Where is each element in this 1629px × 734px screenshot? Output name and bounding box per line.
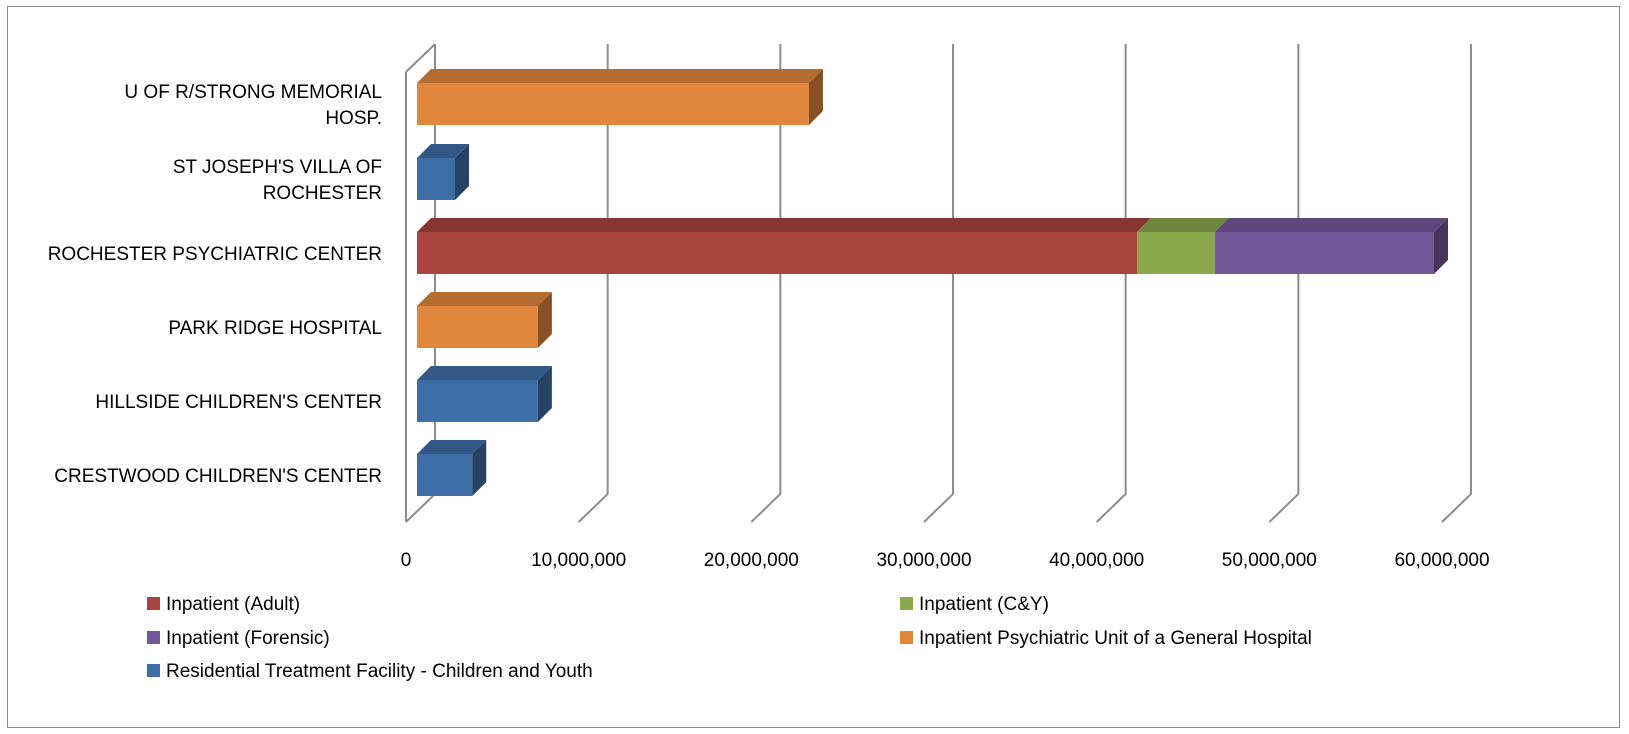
bar-top xyxy=(417,292,552,306)
legend-label: Inpatient Psychiatric Unit of a General … xyxy=(919,628,1312,649)
bar-side xyxy=(537,366,552,422)
legend-label: Inpatient (Forensic) xyxy=(166,628,330,649)
x-tick-label: 30,000,000 xyxy=(876,550,971,571)
bar xyxy=(417,232,1138,274)
category-label: ROCHESTER xyxy=(263,183,382,204)
legend-swatch xyxy=(147,597,160,610)
chart-frame xyxy=(7,6,1620,728)
legend-swatch xyxy=(900,597,913,610)
bar xyxy=(1137,232,1215,274)
legend-label: Residential Treatment Facility - Childre… xyxy=(166,661,593,682)
bar-top xyxy=(1214,218,1449,232)
gridline xyxy=(923,44,954,523)
bar-top xyxy=(417,366,552,380)
bar xyxy=(417,454,473,496)
legend-label: Inpatient (C&Y) xyxy=(919,594,1049,615)
category-label: ST JOSEPH'S VILLA OF xyxy=(173,157,382,178)
bar-side xyxy=(472,440,487,496)
bar-side xyxy=(537,292,552,348)
bar xyxy=(417,158,455,200)
category-label: HILLSIDE CHILDREN'S CENTER xyxy=(95,392,382,413)
legend-swatch xyxy=(900,631,913,644)
bar-top xyxy=(417,144,469,158)
legend-swatch xyxy=(147,664,160,677)
gridline xyxy=(1095,44,1127,523)
bar xyxy=(417,306,538,348)
x-tick-label: 50,000,000 xyxy=(1222,550,1317,571)
axis-depth-line xyxy=(405,43,436,73)
bar-top xyxy=(417,440,487,454)
category-label: U OF R/STRONG MEMORIAL xyxy=(124,82,382,103)
category-label: PARK RIDGE HOSPITAL xyxy=(168,318,382,339)
category-label: HOSP. xyxy=(325,108,382,129)
gridline xyxy=(750,44,782,523)
x-tick-label: 60,000,000 xyxy=(1394,550,1489,571)
gridline xyxy=(1268,44,1300,523)
x-tick-label: 20,000,000 xyxy=(704,550,799,571)
category-label: ROCHESTER PSYCHIATRIC CENTER xyxy=(48,244,382,265)
bar-side xyxy=(454,144,469,200)
bar-top xyxy=(417,218,1152,232)
category-label: CRESTWOOD CHILDREN'S CENTER xyxy=(54,466,382,487)
bar-side xyxy=(808,69,823,125)
x-tick-label: 10,000,000 xyxy=(531,550,626,571)
bar-top xyxy=(417,69,823,83)
x-tick-label: 40,000,000 xyxy=(1049,550,1144,571)
legend-label: Inpatient (Adult) xyxy=(166,594,300,615)
bar-side xyxy=(1434,218,1449,274)
bar xyxy=(417,83,809,125)
x-tick-label: 0 xyxy=(401,550,412,571)
gridline xyxy=(1441,44,1472,523)
bar xyxy=(1214,232,1435,274)
bar xyxy=(417,380,538,422)
legend-swatch xyxy=(147,631,160,644)
gridline xyxy=(577,44,609,523)
bar-top xyxy=(1137,218,1229,232)
